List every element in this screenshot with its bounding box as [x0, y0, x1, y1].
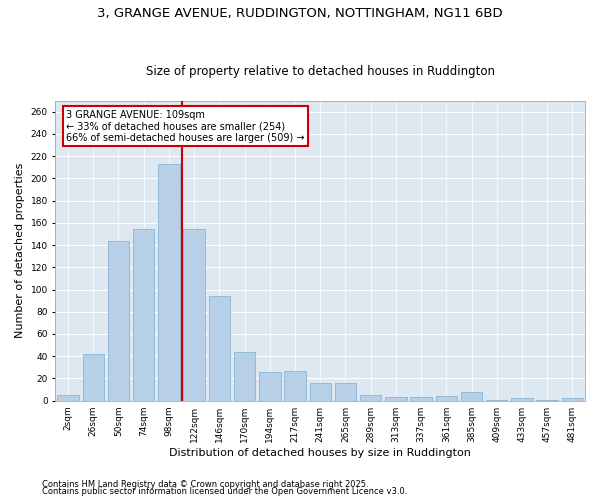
Bar — [511, 398, 533, 400]
Y-axis label: Number of detached properties: Number of detached properties — [15, 163, 25, 338]
Bar — [310, 383, 331, 400]
Bar — [360, 395, 382, 400]
Bar — [158, 164, 179, 400]
X-axis label: Distribution of detached houses by size in Ruddington: Distribution of detached houses by size … — [169, 448, 471, 458]
Bar — [133, 230, 154, 400]
Title: Size of property relative to detached houses in Ruddington: Size of property relative to detached ho… — [146, 66, 495, 78]
Bar — [234, 352, 255, 401]
Text: 3 GRANGE AVENUE: 109sqm
← 33% of detached houses are smaller (254)
66% of semi-d: 3 GRANGE AVENUE: 109sqm ← 33% of detache… — [66, 110, 305, 142]
Bar — [58, 395, 79, 400]
Bar — [562, 398, 583, 400]
Bar — [259, 372, 281, 400]
Bar — [209, 296, 230, 401]
Bar — [385, 398, 407, 400]
Bar — [108, 240, 129, 400]
Bar — [284, 370, 306, 400]
Bar — [461, 392, 482, 400]
Bar — [436, 396, 457, 400]
Bar — [335, 383, 356, 400]
Text: 3, GRANGE AVENUE, RUDDINGTON, NOTTINGHAM, NG11 6BD: 3, GRANGE AVENUE, RUDDINGTON, NOTTINGHAM… — [97, 8, 503, 20]
Bar — [83, 354, 104, 401]
Bar — [410, 398, 432, 400]
Bar — [184, 230, 205, 400]
Text: Contains HM Land Registry data © Crown copyright and database right 2025.: Contains HM Land Registry data © Crown c… — [42, 480, 368, 489]
Text: Contains public sector information licensed under the Open Government Licence v3: Contains public sector information licen… — [42, 488, 407, 496]
